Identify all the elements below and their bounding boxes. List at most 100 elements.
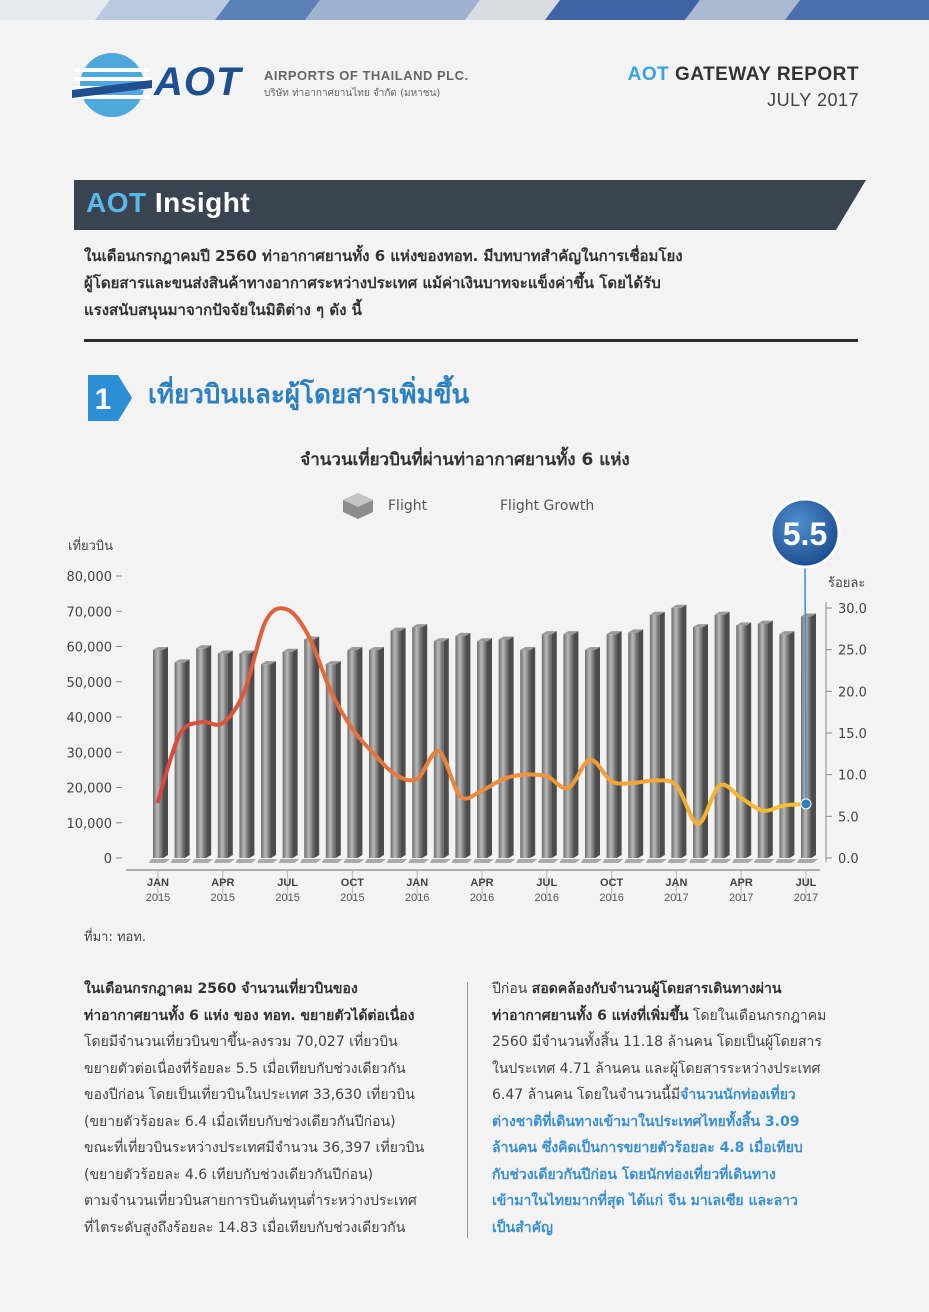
flight-bar-base [343,859,365,863]
y-tick-right-label: 5.0 [838,810,859,825]
flight-bar-top [174,659,190,663]
flight-bar-base [473,859,494,863]
flight-bar-base [386,859,408,863]
flight-bar-front [585,650,595,858]
flight-bar-top [736,622,752,626]
flight-bar-top [239,650,255,654]
flight-bar-top [347,647,363,651]
y-tick-right-label: 10.0 [838,769,867,784]
flight-bar-base [170,859,192,863]
report-title: AOT GATEWAY REPORT JULY 2017 [628,64,859,111]
right-line: 6.47 ล้านคน โดยในจำนวนนี้มีจำนวนนักท่องเ… [492,1087,796,1103]
flight-bar-front [153,650,163,858]
flight-bar [235,650,257,863]
flight-bar-front [649,614,660,858]
flight-bar-side [767,620,773,858]
flight-bar [775,631,797,863]
report-title-text: GATEWAY REPORT [674,64,859,85]
callout-point [800,798,812,810]
flight-bar-base [300,859,322,863]
flight-bar-side [638,629,644,858]
x-tick-year-label: 2015 [211,892,235,904]
flight-bar-base [365,859,386,863]
x-tick-month-label: APR [730,877,753,889]
chart-axes: 0 10,000 20,000 30,000 40,000 50,000 60,000 70,… [67,570,867,904]
flight-bar-side [379,647,384,858]
flight-bar-front [477,641,487,858]
flight-bar-side [508,636,514,858]
flight-bar-base [602,859,624,863]
flight-bar-side [400,627,406,858]
y-tick-right-label: 0.0 [838,852,859,867]
company-name-en: AIRPORTS OF THAILAND PLC. [264,68,469,83]
flight-bar-side [530,647,536,858]
left-line: ขณะที่เที่ยวบินระหว่างประเทศมีจำนวน 36,3… [84,1140,425,1156]
report-date: JULY 2017 [767,90,859,110]
flight-bar-base [667,859,689,863]
right-blue-line: เป็นสำคัญ [492,1219,553,1236]
aot-emblem-icon [72,53,152,117]
y-tick-left-label: 70,000 [67,605,113,620]
flight-bar-base [645,859,667,863]
x-tick-year-label: 2015 [146,892,170,904]
flight-bar [797,613,818,863]
flight-bar [602,631,624,863]
flight-bar-side [724,611,730,858]
flight-bar [645,611,667,863]
flight-bar-base [559,859,581,863]
section-number-badge: 1 [88,375,132,421]
flight-bar [537,631,559,863]
flight-bar-base [624,859,646,863]
flight-bar-front [325,664,336,858]
flight-bar [386,627,408,863]
legend-flight-swatch [343,493,373,519]
flight-bar-front [347,650,358,858]
flight-bar-front [693,627,703,858]
y-axis-right-label: ร้อยละ [828,576,865,591]
company-name-th: บริษัท ท่าอากาศยานไทย จำกัด (มหาชน) [264,88,441,99]
chart-legend: Flight Flight Growth [343,493,594,519]
flight-bar-side [703,624,708,858]
flight-bar-front [714,614,725,858]
flight-bar-front [455,635,466,858]
flight-bar-top [325,661,341,665]
flight-bar-top [369,647,384,651]
y-tick-left-label: 40,000 [67,711,113,726]
x-tick-year-label: 2016 [599,892,623,904]
flight-bar-top [585,647,600,651]
flight-bar-base [537,859,559,863]
flight-bar-base [581,859,602,863]
flight-bar-front [239,653,250,858]
y-tick-right-label: 20.0 [838,685,867,700]
intro-paragraph: ในเดือนกรกฎาคมปี 2560 ท่าอากาศยานทั้ง 6 … [84,243,854,324]
flight-bar-side [292,648,298,858]
left-line: โดยมีจำนวนเที่ยวบินขาขึ้น-ลงรวม 70,027 เ… [84,1034,398,1050]
flight-bar-base [753,859,775,863]
flight-bar-top [455,632,471,636]
flight-bar-base [278,859,300,863]
intro-line: ผู้โดยสารและขนส่งสินค้าทางอากาศระหว่างปร… [84,274,661,292]
x-tick-month-label: OCT [600,877,624,889]
left-bold-line: ท่าอากาศยานทั้ง 6 แห่ง ของ ทอท. ขยายตัวไ… [84,1007,415,1024]
flight-bar-side [335,661,341,858]
flight-bar [667,604,689,863]
y-tick-right-label: 30.0 [838,602,867,617]
y-tick-left-label: 60,000 [67,641,113,656]
flight-bar [192,645,214,863]
chart-source: ที่มา: ทอท. [84,930,147,945]
flight-bar-top [412,624,428,628]
flight-bar-top [153,647,168,651]
flight-bar-base [235,859,257,863]
flight-bar-front [217,653,228,858]
flight-bar-base [710,859,732,863]
flight-bar [300,636,322,863]
flight-bar-top [261,661,276,665]
y-tick-left-label: 0 [104,852,112,867]
flight-bar-top [520,647,536,651]
x-tick-year-label: 2016 [405,892,429,904]
flight-bar-side [789,631,795,858]
flight-bar [451,632,473,863]
x-tick-year-label: 2017 [794,892,818,904]
flight-bar-side [573,631,579,858]
left-line: (ขยายตัวร้อยละ 6.4 เมื่อเทียบกับช่วงเดีย… [84,1113,396,1130]
